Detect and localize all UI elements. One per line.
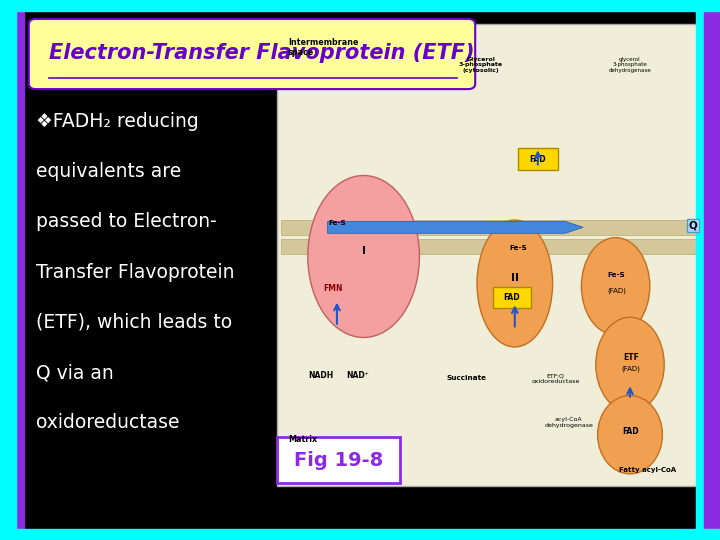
Text: FAD: FAD (622, 428, 639, 436)
Bar (0, 0, 16, 540)
Text: NAD⁺: NAD⁺ (346, 371, 369, 380)
Text: equivalents are: equivalents are (36, 162, 181, 181)
Text: (FAD): (FAD) (621, 365, 640, 372)
Ellipse shape (307, 176, 419, 338)
Text: Succinate: Succinate (446, 375, 487, 381)
Ellipse shape (477, 220, 552, 347)
Text: FAD: FAD (503, 293, 521, 302)
Text: Q via an: Q via an (36, 363, 114, 382)
Bar (696, 0, 704, 540)
Bar (493, 287, 531, 308)
Bar (16, 0, 24, 540)
Bar (281, 220, 702, 235)
Bar (0, 0, 720, 11)
Text: ETF:Q
oxidoreductase: ETF:Q oxidoreductase (531, 374, 580, 384)
Text: NADH: NADH (307, 371, 333, 380)
Text: Fe-S: Fe-S (608, 272, 625, 279)
Text: Fatty acyl-CoA: Fatty acyl-CoA (619, 467, 677, 473)
Text: FMN: FMN (323, 285, 343, 293)
Text: Intermembrane
space: Intermembrane space (288, 38, 359, 57)
Text: Q: Q (688, 220, 697, 230)
Text: I: I (361, 246, 366, 256)
Text: ❖FADH₂ reducing: ❖FADH₂ reducing (36, 112, 199, 131)
Bar (704, 0, 720, 540)
Text: II: II (510, 273, 519, 283)
Ellipse shape (582, 238, 650, 335)
Text: Electron-Transfer Flavoprotein (ETF): Electron-Transfer Flavoprotein (ETF) (49, 43, 474, 63)
Ellipse shape (596, 317, 665, 411)
Text: glycerol
3-phosphate
dehydrogenase: glycerol 3-phosphate dehydrogenase (608, 57, 652, 73)
Text: Fe-S: Fe-S (328, 220, 346, 226)
Text: FAD: FAD (529, 155, 546, 164)
Text: (ETF), which leads to: (ETF), which leads to (36, 313, 232, 332)
Text: oxidoreductase: oxidoreductase (36, 413, 179, 433)
Ellipse shape (598, 395, 662, 474)
Text: ETF: ETF (623, 353, 639, 362)
Text: (FAD): (FAD) (607, 287, 626, 294)
Bar (0, 529, 720, 540)
Text: Glycerol
3-phosphate
(cytosolic): Glycerol 3-phosphate (cytosolic) (459, 57, 503, 73)
Bar (281, 239, 702, 254)
Text: passed to Electron-: passed to Electron- (36, 212, 217, 232)
Bar (277, 24, 706, 486)
Text: Transfer Flavoprotein: Transfer Flavoprotein (36, 262, 235, 282)
Text: acyl-CoA
dehydrogenase: acyl-CoA dehydrogenase (544, 417, 593, 428)
Text: Fe-S: Fe-S (510, 245, 527, 252)
FancyBboxPatch shape (29, 19, 475, 89)
Text: Matrix: Matrix (288, 435, 317, 444)
FancyBboxPatch shape (277, 437, 400, 483)
Bar (518, 148, 558, 170)
FancyArrow shape (328, 221, 583, 233)
Text: Fig 19-8: Fig 19-8 (294, 451, 383, 470)
